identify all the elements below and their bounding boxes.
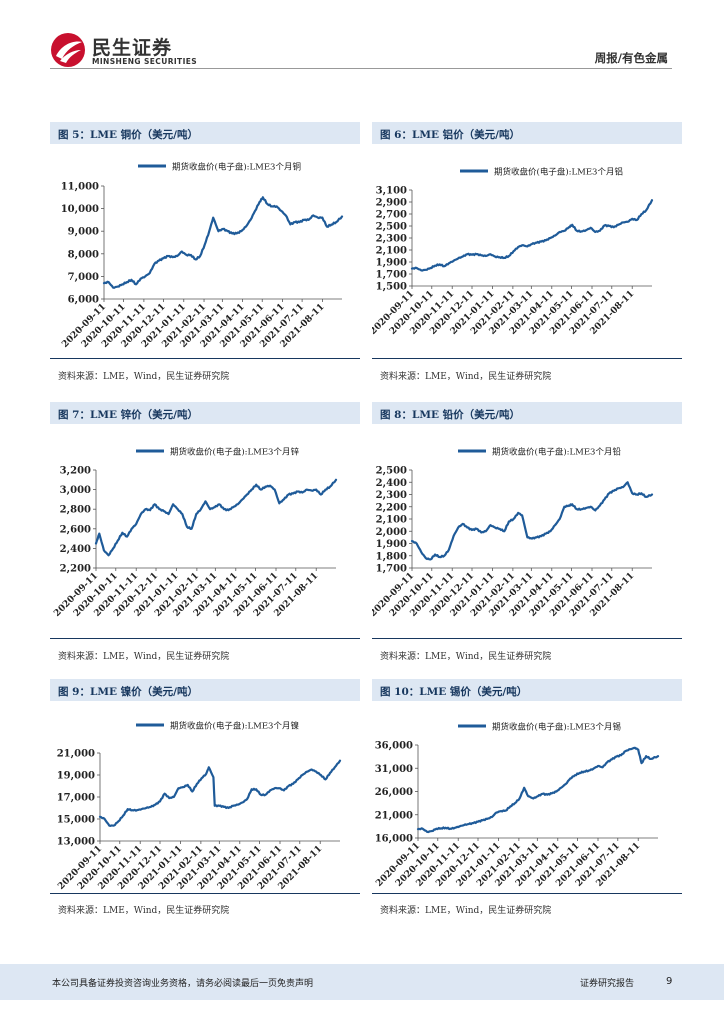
- y-tick-label: 21,000: [57, 749, 95, 760]
- legend-label: 期货收盘价(电子盘):LME3个月铜: [172, 162, 301, 173]
- chart-divider-lead: [372, 638, 682, 639]
- y-tick-label: 31,000: [375, 764, 413, 775]
- chart-source-tin: 资料来源：LME，Wind，民生证券研究院: [380, 906, 552, 916]
- chart-title-tin: 图 10：LME 锡价（美元/吨）: [372, 679, 682, 701]
- chart-nickel: 期货收盘价(电子盘):LME3个月镍 13,000 15,000 17,000 19,0…: [56, 721, 342, 892]
- chart-divider-tin: [372, 893, 682, 894]
- chart-title-lead: 图 8：LME 铅价（美元/吨）: [372, 402, 682, 424]
- series-line: [410, 481, 654, 561]
- chart-divider-copper: [50, 358, 360, 359]
- series-line: [98, 759, 342, 827]
- y-tick-label: 2,000: [376, 527, 407, 538]
- y-tick-label: 7,000: [68, 272, 99, 283]
- chart-source-copper: 资料来源：LME，Wind，民生证券研究院: [58, 372, 230, 382]
- chart-source-nickel: 资料来源：LME，Wind，民生证券研究院: [58, 906, 230, 916]
- y-tick-label: 3,200: [60, 466, 91, 477]
- y-tick-label: 19,000: [57, 771, 95, 782]
- minsheng-logo-icon: [51, 33, 85, 67]
- y-tick-label: 2,900: [376, 198, 407, 209]
- y-tick-label: 21,000: [375, 810, 413, 821]
- y-tick-label: 36,000: [375, 741, 413, 752]
- y-tick-label: 10,000: [61, 204, 99, 215]
- y-tick-label: 3,100: [376, 186, 407, 197]
- y-tick-label: 9,000: [68, 227, 99, 238]
- y-tick-label: 2,100: [376, 515, 407, 526]
- y-tick-label: 2,400: [60, 544, 91, 555]
- legend-label: 期货收盘价(电子盘):LME3个月铝: [494, 167, 623, 178]
- chart-source-zinc: 资料来源：LME，Wind，民生证券研究院: [58, 652, 230, 662]
- page-header: 民生证券 MINSHENG SECURITIES 周报/有色金属: [0, 0, 724, 80]
- chart-zinc: 期货收盘价(电子盘):LME3个月锌 2,200 2,400 2,600 2,800 3,…: [52, 447, 338, 619]
- chart-title-aluminum: 图 6：LME 铝价（美元/吨）: [372, 122, 682, 144]
- chart-source-lead: 资料来源：LME，Wind，民生证券研究院: [380, 652, 552, 662]
- y-tick-label: 2,200: [60, 564, 91, 575]
- legend-label: 期货收盘价(电子盘):LME3个月铅: [492, 447, 621, 458]
- series-line: [102, 196, 344, 289]
- y-tick-label: 2,700: [376, 210, 407, 221]
- y-tick-label: 2,100: [376, 246, 407, 257]
- logo-chinese-name: 民生证券: [92, 37, 173, 59]
- y-tick-label: 16,000: [375, 834, 413, 845]
- chart-divider-aluminum: [372, 358, 682, 359]
- chart-title-zinc: 图 7：LME 锌价（美元/吨）: [50, 402, 360, 424]
- legend-label: 期货收盘价(电子盘):LME3个月锌: [170, 447, 299, 458]
- chart-title-nickel: 图 9：LME 镍价（美元/吨）: [50, 679, 360, 701]
- y-tick-label: 2,200: [376, 502, 407, 513]
- y-tick-label: 6,000: [68, 295, 99, 306]
- report-type: 周报/有色金属: [594, 51, 668, 65]
- footer-disclaimer: 本公司具备证券投资咨询业务资格，请务必阅读最后一页免责声明: [52, 979, 314, 989]
- y-tick-label: 2,300: [376, 234, 407, 245]
- y-tick-label: 1,700: [376, 564, 407, 575]
- y-tick-label: 11,000: [61, 182, 99, 193]
- y-tick-label: 1,500: [376, 282, 407, 293]
- series-line: [94, 478, 338, 557]
- footer-doc-type: 证券研究报告: [580, 979, 635, 989]
- chart-lead: 期货收盘价(电子盘):LME3个月铅1,7001,8001,9002,0002,…: [372, 447, 654, 619]
- minsheng-logo: 民生证券 MINSHENG SECURITIES: [50, 30, 200, 70]
- legend-label: 期货收盘价(电子盘):LME3个月锡: [492, 722, 621, 733]
- y-tick-label: 2,300: [376, 490, 407, 501]
- chart-copper: 期货收盘价(电子盘):LME3个月铜 6,000 7,000 8,000 9,000 10…: [60, 162, 344, 350]
- chart-tin: 期货收盘价(电子盘):LME3个月锡 16,000 21,000 26,000 31,0…: [374, 722, 660, 889]
- y-tick-label: 2,400: [376, 478, 407, 489]
- page-number: 9: [666, 976, 673, 987]
- page-footer: 本公司具备证券投资咨询业务资格，请务必阅读最后一页免责声明 证券研究报告 9: [0, 964, 724, 1000]
- y-tick-label: 2,800: [60, 505, 91, 516]
- chart-title-copper: 图 5：LME 铜价（美元/吨）: [50, 122, 360, 144]
- chart-divider-zinc: [50, 638, 360, 639]
- y-tick-label: 1,800: [376, 551, 407, 562]
- y-tick-label: 2,500: [376, 466, 407, 477]
- y-tick-label: 15,000: [57, 815, 95, 826]
- y-tick-label: 1,900: [376, 258, 407, 269]
- y-tick-label: 26,000: [375, 787, 413, 798]
- chart-source-aluminum: 资料来源：LME，Wind，民生证券研究院: [380, 372, 552, 382]
- chart-divider-nickel: [50, 893, 360, 894]
- y-tick-label: 3,000: [60, 485, 91, 496]
- y-tick-label: 1,900: [376, 539, 407, 550]
- y-tick-label: 1,700: [376, 270, 407, 281]
- y-tick-label: 8,000: [68, 249, 99, 260]
- chart-aluminum: 期货收盘价(电子盘):LME3个月铝1,5001,7001,9002,1002,…: [372, 167, 654, 337]
- y-tick-label: 17,000: [57, 793, 95, 804]
- legend-label: 期货收盘价(电子盘):LME3个月镍: [170, 721, 299, 732]
- series-line: [416, 746, 660, 834]
- y-tick-label: 2,500: [376, 222, 407, 233]
- y-tick-label: 13,000: [57, 837, 95, 848]
- header-divider: [50, 68, 672, 69]
- logo-english-name: MINSHENG SECURITIES: [92, 57, 198, 66]
- y-tick-label: 2,600: [60, 524, 91, 535]
- series-line: [410, 199, 654, 272]
